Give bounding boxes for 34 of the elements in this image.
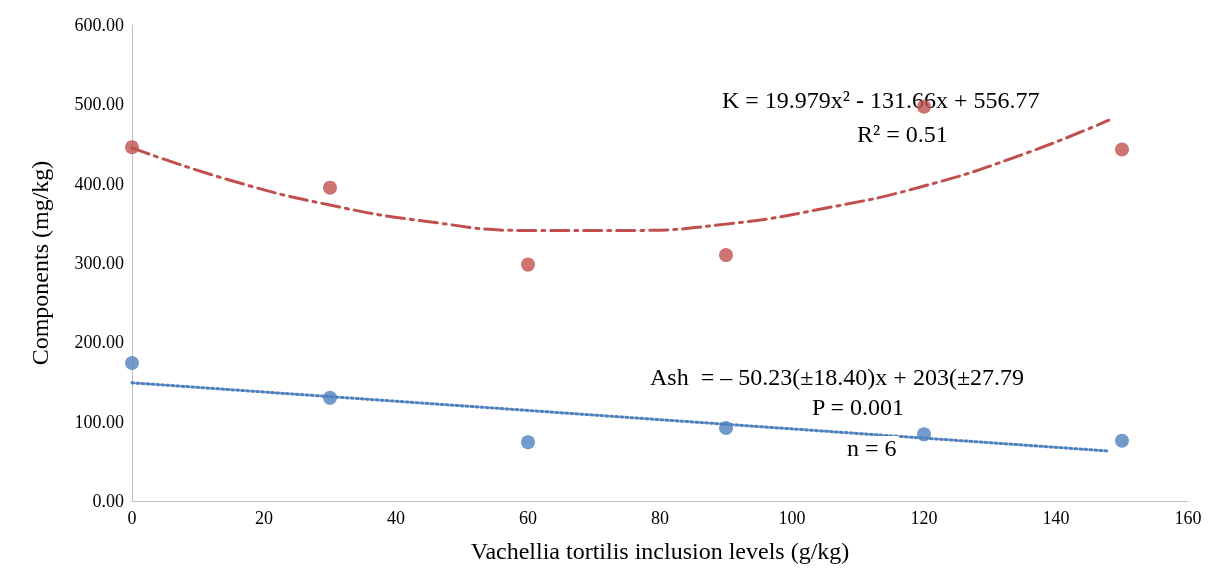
- point: [1115, 433, 1129, 448]
- y-tick-label: 0.00: [92, 491, 124, 511]
- x-tick-label: 120: [910, 508, 938, 528]
- annotation: K = 19.979x² - 131.66x + 556.77: [722, 87, 1040, 113]
- point: [719, 421, 733, 436]
- annotation: P = 0.001: [812, 394, 904, 420]
- y-tick-label: 500.00: [74, 94, 124, 115]
- point: [521, 435, 535, 450]
- x-tick-label: 20: [255, 508, 273, 528]
- point: [521, 257, 535, 272]
- annotation: n = 6: [847, 435, 897, 461]
- point: [323, 180, 337, 195]
- x-axis-title: Vachellia tortilis inclusion levels (g/kg): [470, 538, 850, 564]
- y-tick-label: 100.00: [74, 411, 124, 432]
- point: [125, 355, 139, 370]
- point: [917, 427, 931, 442]
- point: [1115, 142, 1129, 157]
- x-tick-label: 160: [1174, 508, 1202, 528]
- point: [719, 248, 733, 263]
- annotation: Ash = – 50.23(±18.40)x + 203(±27.79: [650, 364, 1025, 390]
- x-tick-label: 140: [1042, 508, 1070, 528]
- x-tick-label: 80: [651, 508, 669, 528]
- y-tick-label: 400.00: [74, 173, 124, 194]
- x-tick-label: 0: [127, 508, 137, 528]
- y-axis-title: Components (mg/kg): [27, 160, 53, 366]
- x-tick-label: 40: [387, 508, 405, 528]
- y-tick-label: 300.00: [74, 253, 124, 273]
- y-tick-label: 600.00: [74, 15, 124, 35]
- point: [125, 140, 139, 155]
- x-tick-label: 60: [519, 508, 537, 528]
- point: [323, 390, 337, 405]
- x-tick-label: 100: [778, 508, 806, 528]
- y-tick-label: 200.00: [74, 332, 124, 353]
- annotation: R² = 0.51: [857, 121, 948, 147]
